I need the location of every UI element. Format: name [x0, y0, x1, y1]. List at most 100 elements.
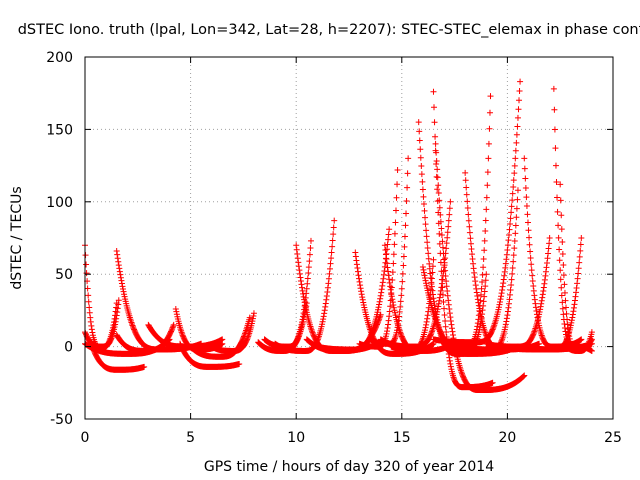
data-point [481, 288, 488, 295]
data-point [530, 331, 537, 338]
data-point [168, 327, 175, 334]
data-point [552, 162, 559, 169]
data-point [330, 231, 337, 238]
data-point [443, 329, 450, 336]
data-point [377, 295, 384, 302]
data-point [574, 280, 581, 287]
data-point [505, 231, 512, 238]
data-point [359, 296, 366, 303]
data-point [479, 271, 486, 278]
data-point [439, 284, 446, 291]
data-point [393, 194, 400, 201]
data-point [401, 243, 408, 250]
data-point [484, 169, 491, 176]
data-point [115, 258, 122, 265]
data-point [504, 242, 511, 249]
data-point [561, 324, 568, 331]
data-point [458, 370, 465, 377]
data-point [172, 305, 179, 312]
data-point [569, 311, 576, 318]
data-point [451, 375, 458, 382]
data-point [476, 308, 483, 315]
data-point [569, 314, 576, 321]
data-point [444, 288, 451, 295]
data-point [415, 119, 422, 126]
data-point [482, 331, 489, 338]
data-point [439, 244, 446, 251]
data-point [169, 324, 176, 331]
data-point [391, 241, 398, 248]
data-point [305, 269, 312, 276]
data-point [537, 303, 544, 310]
data-series-arc [314, 226, 393, 353]
data-point [169, 325, 176, 332]
data-point [467, 240, 474, 247]
data-point [369, 332, 376, 339]
data-point [510, 252, 517, 259]
data-point [447, 360, 454, 367]
data-point [245, 333, 252, 340]
data-point [448, 325, 455, 332]
data-point [87, 318, 94, 325]
data-point [500, 276, 507, 283]
data-point [353, 257, 360, 264]
data-point [506, 296, 513, 303]
data-point [472, 278, 479, 285]
data-point [578, 235, 585, 241]
data-point [437, 211, 444, 218]
data-point [391, 230, 398, 237]
data-point [498, 337, 505, 344]
data-point [506, 226, 513, 233]
data-point [117, 274, 124, 281]
data-point [437, 287, 444, 294]
data-point [513, 139, 520, 146]
data-point [397, 298, 404, 305]
data-point [558, 226, 565, 233]
data-point [435, 303, 442, 310]
data-point [517, 78, 524, 85]
data-point [308, 326, 315, 333]
data-point [577, 247, 584, 254]
data-series-arc [261, 237, 314, 350]
data-point [322, 300, 329, 307]
data-point [376, 314, 383, 321]
data-point [482, 283, 489, 290]
data-point [128, 319, 135, 326]
data-series-arc [208, 310, 257, 354]
data-point [418, 171, 425, 178]
data-point [472, 339, 479, 346]
data-point [383, 256, 390, 263]
data-point [486, 109, 493, 116]
data-point [536, 340, 543, 347]
data-point [300, 313, 307, 320]
data-point [440, 250, 447, 257]
data-point [490, 323, 497, 330]
data-point [448, 321, 455, 328]
data-point [358, 288, 365, 295]
data-point [436, 197, 443, 204]
data-point [382, 246, 389, 253]
data-point [430, 88, 437, 95]
data-point [436, 297, 443, 304]
data-series-arc [462, 169, 543, 353]
data-point [446, 357, 453, 364]
data-point [326, 270, 333, 277]
data-point [489, 327, 496, 334]
data-point [545, 245, 552, 252]
data-point [309, 329, 316, 336]
data-point [394, 181, 401, 188]
data-point [355, 272, 362, 279]
data-point [557, 197, 564, 204]
data-point [434, 321, 441, 328]
data-point [466, 229, 473, 236]
data-point [433, 318, 440, 325]
y-tick-label: -50 [50, 412, 73, 428]
data-point [429, 291, 436, 298]
data-point [120, 286, 127, 293]
data-point [385, 236, 392, 243]
data-point [84, 285, 91, 292]
data-point [499, 283, 506, 290]
data-point [443, 278, 450, 285]
data-point [306, 258, 313, 265]
data-point [299, 316, 306, 323]
